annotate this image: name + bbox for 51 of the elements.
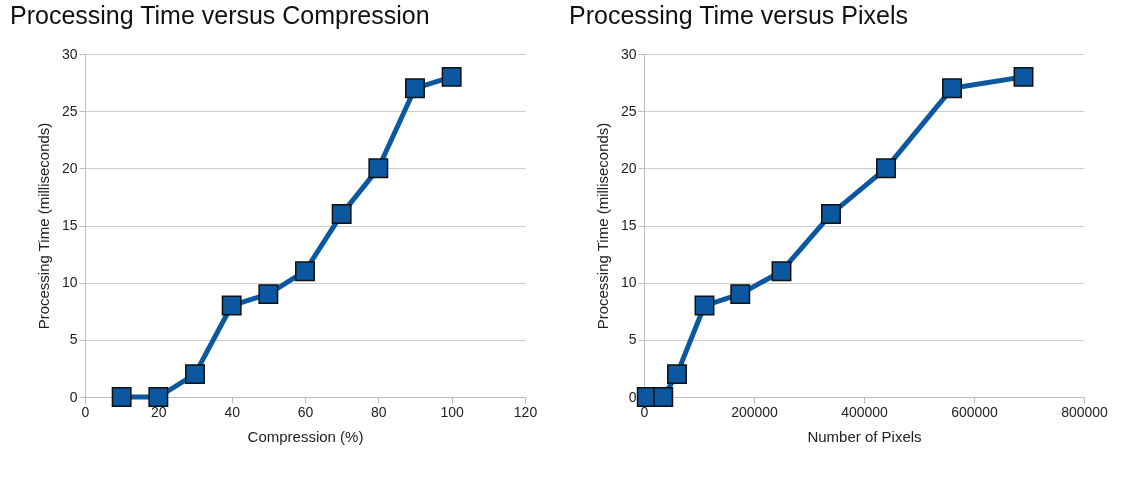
x-tick-label: 400000 — [841, 403, 889, 420]
point — [185, 364, 205, 385]
x-tick-label: 800000 — [1061, 403, 1109, 420]
point — [942, 78, 962, 99]
point — [221, 295, 242, 316]
y-tick-label: 20 — [61, 159, 78, 176]
y-tick-label: 5 — [628, 331, 637, 348]
y-tick-label: 30 — [61, 45, 78, 62]
point — [876, 158, 896, 179]
y-tick-label: 25 — [61, 102, 78, 119]
point — [148, 387, 169, 407]
point — [111, 387, 132, 407]
point — [405, 78, 425, 99]
y-tick-label: 10 — [620, 274, 637, 291]
y-tick-label: 0 — [628, 388, 637, 405]
chart-title: Processing Time versus Pixels — [569, 1, 909, 29]
y-axis-title: Processing Time (milliseconds) — [34, 122, 52, 330]
x-axis-title: Compression (%) — [247, 427, 364, 445]
point — [730, 284, 751, 305]
y-axis-title: Processing Time (milliseconds) — [593, 122, 611, 330]
point — [694, 295, 715, 316]
point — [653, 387, 674, 407]
y-tick-label: 5 — [69, 331, 78, 348]
x-tick-label: 0 — [640, 403, 649, 420]
y-tick-label: 15 — [620, 217, 637, 233]
point — [295, 261, 315, 282]
y-tick-label: 30 — [620, 45, 637, 62]
x-tick-label: 80 — [371, 403, 387, 420]
x-tick-label: 60 — [297, 403, 314, 420]
x-tick-label: 100 — [440, 403, 465, 420]
x-axis-title: Number of Pixels — [807, 427, 922, 445]
point — [331, 204, 352, 225]
point — [441, 66, 462, 87]
y-tick-label: 10 — [61, 274, 78, 291]
chart-title: Processing Time versus Compression — [10, 1, 430, 29]
y-tick-label: 25 — [620, 102, 637, 119]
point — [821, 204, 841, 225]
y-tick-label: 15 — [61, 217, 78, 233]
x-tick-label: 40 — [224, 403, 241, 420]
x-tick-label: 200000 — [731, 403, 779, 420]
point — [771, 261, 792, 282]
x-tick-label: 120 — [513, 403, 538, 420]
point — [368, 158, 389, 179]
x-tick-label: 0 — [81, 403, 90, 420]
point — [667, 364, 687, 385]
y-tick-label: 0 — [69, 388, 78, 405]
y-tick-label: 20 — [620, 159, 637, 176]
point — [1013, 66, 1034, 87]
point — [258, 284, 279, 305]
x-tick-label: 20 — [151, 403, 167, 420]
x-tick-label: 600000 — [951, 403, 999, 420]
